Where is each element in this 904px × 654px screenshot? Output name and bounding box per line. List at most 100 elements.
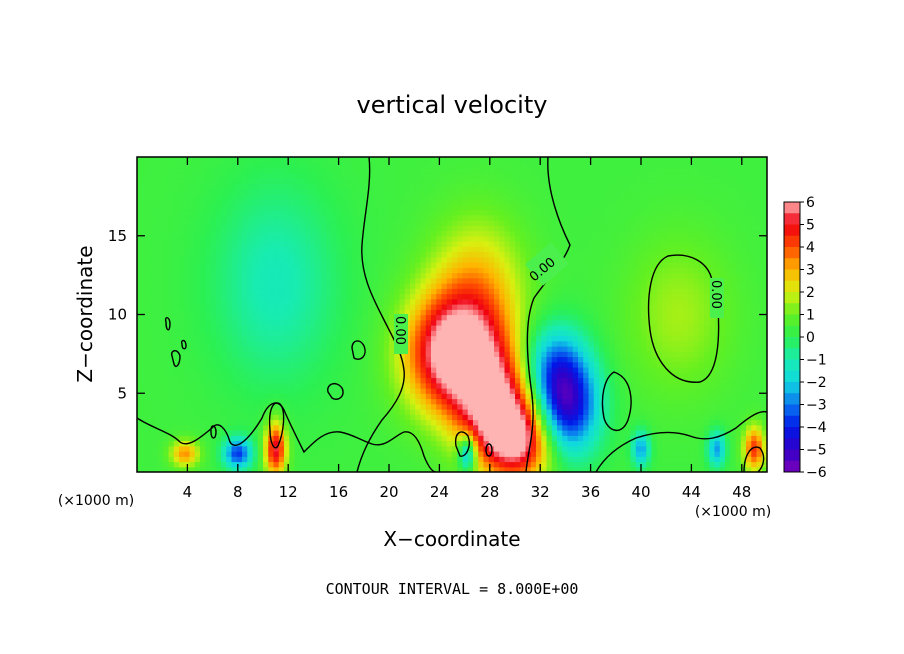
- heatmap-cell: [525, 256, 532, 263]
- heatmap-cell: [179, 314, 185, 321]
- heatmap-cell: [635, 298, 642, 305]
- heatmap-cell: [488, 277, 495, 284]
- heatmap-cell: [719, 340, 726, 347]
- heatmap-cell: [394, 272, 401, 279]
- heatmap-cell: [536, 325, 542, 331]
- heatmap-cell: [730, 288, 737, 295]
- heatmap-cell: [431, 283, 437, 289]
- heatmap-cell: [168, 414, 175, 421]
- heatmap-cell: [567, 440, 574, 447]
- heatmap-cell: [173, 372, 180, 379]
- heatmap-cell: [368, 277, 374, 284]
- heatmap-cell: [310, 419, 317, 426]
- heatmap-cell: [683, 456, 689, 463]
- heatmap-cell: [656, 445, 663, 452]
- heatmap-cell: [310, 309, 317, 316]
- heatmap-cell: [331, 451, 338, 457]
- heatmap-cell: [331, 340, 338, 347]
- heatmap-cell: [693, 293, 700, 300]
- heatmap-cell: [425, 466, 432, 472]
- heatmap-cell: [189, 288, 196, 295]
- heatmap-cell: [446, 309, 453, 316]
- heatmap-cell: [173, 283, 180, 289]
- heatmap-cell: [415, 267, 422, 274]
- heatmap-cell: [693, 277, 700, 284]
- heatmap-cell: [572, 440, 579, 447]
- heatmap-cell: [499, 304, 506, 310]
- heatmap-cell: [415, 277, 422, 284]
- heatmap-cell: [257, 356, 264, 363]
- heatmap-cell: [341, 356, 348, 363]
- heatmap-cell: [268, 430, 275, 436]
- heatmap-cell: [740, 451, 747, 457]
- heatmap-cell: [389, 435, 395, 442]
- heatmap-cell: [352, 445, 359, 452]
- heatmap-cell: [656, 340, 663, 347]
- heatmap-cell: [147, 388, 154, 394]
- heatmap-cell: [509, 267, 516, 274]
- heatmap-cell: [761, 319, 767, 326]
- heatmap-cell: [588, 456, 595, 463]
- heatmap-cell: [383, 372, 390, 379]
- heatmap-cell: [289, 330, 296, 337]
- heatmap-cell: [725, 393, 731, 400]
- heatmap-cell: [593, 298, 600, 305]
- heatmap-cell: [614, 372, 621, 379]
- heatmap-cell: [515, 424, 521, 431]
- heatmap-cell: [740, 403, 747, 410]
- heatmap-cell: [457, 393, 464, 400]
- heatmap-cell: [347, 393, 353, 400]
- heatmap-cell: [494, 451, 500, 457]
- heatmap-cell: [294, 309, 301, 316]
- heatmap-cell: [719, 319, 726, 326]
- heatmap-cell: [509, 319, 516, 326]
- heatmap-cell: [215, 304, 222, 310]
- heatmap-cell: [735, 314, 742, 321]
- heatmap-cell: [525, 393, 532, 400]
- heatmap-cell: [273, 330, 280, 337]
- heatmap-cell: [278, 435, 285, 442]
- heatmap-cell: [441, 314, 448, 321]
- heatmap-cell: [179, 451, 185, 457]
- heatmap-cell: [347, 430, 353, 436]
- heatmap-cell: [284, 451, 290, 457]
- heatmap-cell: [688, 382, 695, 389]
- heatmap-cell: [305, 403, 311, 410]
- heatmap-cell: [147, 256, 154, 263]
- heatmap-cell: [394, 393, 401, 400]
- heatmap-cell: [179, 325, 185, 331]
- heatmap-cell: [352, 351, 359, 358]
- heatmap-cell: [362, 283, 369, 289]
- heatmap-cell: [494, 298, 500, 305]
- heatmap-cell: [646, 445, 653, 452]
- heatmap-cell: [467, 367, 474, 373]
- heatmap-cell: [572, 461, 579, 468]
- heatmap-cell: [630, 330, 637, 337]
- heatmap-cell: [268, 309, 275, 316]
- heatmap-cell: [137, 403, 143, 410]
- heatmap-cell: [242, 356, 248, 363]
- heatmap-cell: [315, 314, 322, 321]
- heatmap-cell: [536, 298, 542, 305]
- heatmap-cell: [604, 456, 611, 463]
- heatmap-cell: [147, 330, 154, 337]
- heatmap-cell: [709, 430, 716, 436]
- heatmap-cell: [656, 351, 663, 358]
- heatmap-cell: [305, 330, 311, 337]
- heatmap-cell: [404, 456, 411, 463]
- heatmap-cell: [205, 445, 212, 452]
- heatmap-cell: [231, 372, 238, 379]
- heatmap-cell: [704, 451, 710, 457]
- heatmap-cell: [756, 304, 763, 310]
- heatmap-cell: [520, 277, 527, 284]
- heatmap-cell: [315, 398, 322, 405]
- heatmap-cell: [436, 298, 443, 305]
- heatmap-cell: [184, 393, 191, 400]
- heatmap-cell: [583, 361, 590, 368]
- heatmap-cell: [399, 351, 406, 358]
- heatmap-cell: [310, 430, 317, 436]
- heatmap-cell: [163, 435, 170, 442]
- heatmap-cell: [583, 372, 590, 379]
- heatmap-cell: [268, 335, 275, 342]
- heatmap-cell: [179, 435, 185, 442]
